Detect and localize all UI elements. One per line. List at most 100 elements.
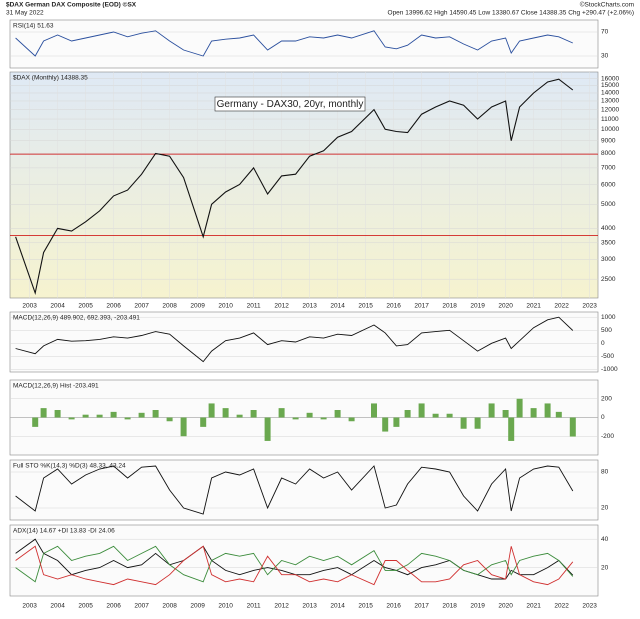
header-symbol: $DAX German DAX Composite (EOD) ©SX <box>6 1 137 9</box>
panel-label: RSI(14) 51.63 <box>13 23 54 30</box>
x-tick-label: 2005 <box>78 303 93 310</box>
y-tick-label: 40 <box>601 536 609 543</box>
x-tick-label: 2015 <box>358 603 373 610</box>
x-tick-label: 2021 <box>526 603 541 610</box>
x-tick-label: 2023 <box>582 303 597 310</box>
x-tick-label: 2011 <box>247 603 261 610</box>
x-tick-label: 2004 <box>50 303 65 310</box>
header-date: 31 May 2022 <box>6 10 44 17</box>
bar <box>460 417 467 429</box>
x-tick-label: 2006 <box>106 603 121 610</box>
panel-label: MACD(12,26,9) 489.902, 692.393, -203.491 <box>13 315 140 322</box>
x-tick-label: 2018 <box>442 303 457 310</box>
y-tick-label: 70 <box>601 29 609 36</box>
y-tick-label: 3000 <box>601 256 616 263</box>
x-tick-label: 2006 <box>106 303 121 310</box>
y-tick-label: 20 <box>601 505 609 512</box>
x-tick-label: 2020 <box>498 303 513 310</box>
bar <box>508 417 515 441</box>
bar <box>544 403 551 418</box>
bar <box>208 403 215 418</box>
bar <box>152 410 159 418</box>
y-tick-label: 13000 <box>601 98 619 105</box>
bar <box>278 408 285 418</box>
series-line <box>15 545 574 583</box>
y-tick-label: 20 <box>601 564 609 571</box>
bar <box>371 403 377 418</box>
x-tick-label: 2020 <box>498 603 513 610</box>
panel-label: Full STO %K(14,3) %D(3) 48.33, 43.24 <box>13 463 126 470</box>
y-tick-label: 10000 <box>601 126 619 133</box>
x-tick-label: 2016 <box>386 603 401 610</box>
bar <box>488 403 495 418</box>
bar <box>96 414 103 418</box>
y-tick-label: 0 <box>601 340 605 347</box>
chart-title: Germany - DAX30, 20yr, monthly <box>217 99 364 110</box>
x-tick-label: 2003 <box>22 303 37 310</box>
x-tick-label: 2007 <box>134 603 149 610</box>
bar <box>474 417 481 429</box>
x-tick-label: 2019 <box>470 603 485 610</box>
series-line <box>15 30 573 57</box>
bar <box>250 410 257 418</box>
bar <box>555 411 562 418</box>
x-tick-label: 2017 <box>414 303 429 310</box>
y-tick-label: 3500 <box>601 240 616 247</box>
bar <box>432 413 439 418</box>
bar <box>54 410 61 418</box>
y-tick-label: 14000 <box>601 90 619 97</box>
y-tick-label: 30 <box>601 53 609 60</box>
y-tick-label: 15000 <box>601 82 619 89</box>
y-tick-label: 6000 <box>601 181 616 188</box>
x-tick-label: 2008 <box>162 603 177 610</box>
y-tick-label: 1000 <box>601 314 616 321</box>
x-tick-label: 2003 <box>22 603 37 610</box>
x-tick-label: 2018 <box>442 603 457 610</box>
y-tick-label: 11000 <box>601 116 619 123</box>
x-tick-label: 2019 <box>470 303 485 310</box>
x-tick-label: 2005 <box>78 603 93 610</box>
bar <box>418 403 425 418</box>
bar <box>110 411 117 418</box>
x-tick-label: 2023 <box>582 603 597 610</box>
panel <box>9 524 599 597</box>
y-tick-label: 0 <box>601 414 605 421</box>
bar <box>530 408 537 418</box>
x-tick-label: 2010 <box>218 603 233 610</box>
bar <box>382 417 389 432</box>
y-tick-label: 9000 <box>601 137 616 144</box>
bar <box>569 417 576 437</box>
panel <box>9 311 599 373</box>
x-tick-label: 2010 <box>218 303 233 310</box>
bar <box>320 417 327 420</box>
bar <box>292 417 299 420</box>
bar <box>348 417 355 422</box>
bar <box>222 408 229 418</box>
x-tick-label: 2007 <box>134 303 149 310</box>
panel-label: $DAX (Monthly) 14388.35 <box>13 75 88 82</box>
bar <box>124 417 131 420</box>
y-tick-label: 8000 <box>601 150 616 157</box>
x-tick-label: 2021 <box>526 303 541 310</box>
y-tick-label: 4000 <box>601 225 616 232</box>
x-tick-label: 2013 <box>302 603 317 610</box>
bar <box>166 417 173 422</box>
panel-label: ADX(14) 14.67 +DI 13.83 -DI 24.06 <box>13 528 115 535</box>
y-tick-label: -1000 <box>601 366 618 373</box>
title-box <box>214 96 366 112</box>
series-line <box>15 538 574 580</box>
bar <box>306 412 313 418</box>
y-tick-label: -200 <box>601 433 614 440</box>
x-tick-label: 2014 <box>330 603 345 610</box>
bar <box>82 414 89 418</box>
x-tick-label: 2014 <box>330 303 345 310</box>
series-line <box>15 465 574 515</box>
panel-label: MACD(12,26,9) Hist -203.491 <box>13 383 99 390</box>
panel <box>9 459 599 521</box>
panel <box>9 19 599 69</box>
bar <box>446 413 453 418</box>
series-line <box>15 78 574 296</box>
bar <box>334 410 341 418</box>
x-tick-label: 2013 <box>302 303 317 310</box>
